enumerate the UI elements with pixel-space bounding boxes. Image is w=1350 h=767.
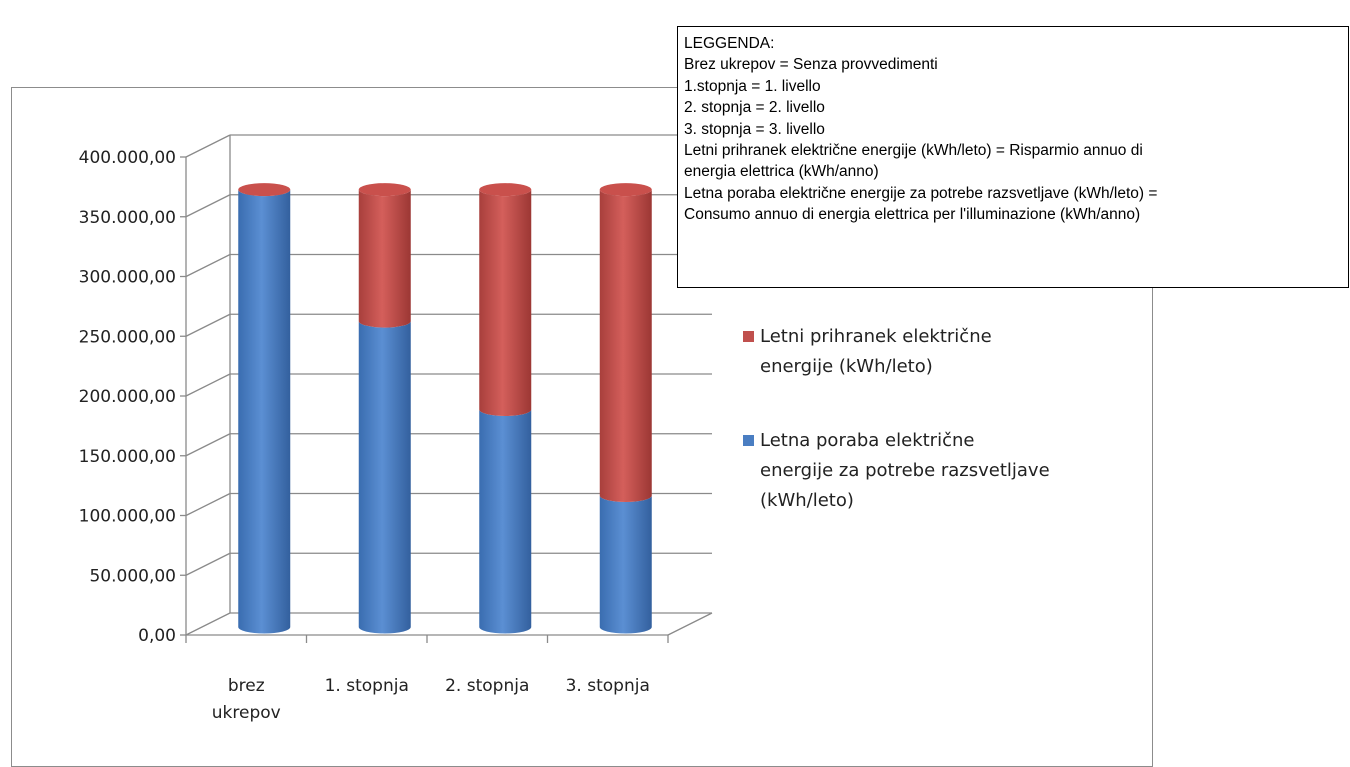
legend-label: Letni prihranek električne — [760, 326, 992, 347]
gridline — [185, 253, 231, 278]
bar-segment-consumption — [238, 189, 291, 634]
bar-top-cap — [479, 183, 532, 197]
y-tick-label: 400.000,00 — [79, 148, 176, 168]
x-category-label: 2. stopnja — [445, 676, 529, 696]
bar-top-cap — [599, 183, 652, 197]
y-tick-label: 300.000,00 — [79, 268, 176, 288]
bar-segment-savings — [599, 189, 652, 503]
bar-segment-savings — [479, 189, 532, 417]
legend-label: energije za potrebe razsvetljave — [760, 460, 1050, 481]
gridline — [185, 612, 231, 636]
legend-label: energije (kWh/leto) — [760, 356, 933, 377]
note-line: Brez ukrepov = Senza provvedimenti — [684, 56, 938, 74]
bar-top-cap — [238, 183, 291, 197]
x-category-label: 1. stopnja — [325, 676, 409, 696]
x-category-label: 3. stopnja — [566, 676, 650, 696]
legend-label: (kWh/leto) — [760, 490, 854, 511]
note-line: 1.stopnja = 1. livello — [684, 77, 821, 95]
bar-top-cap — [358, 183, 411, 197]
y-tick-label: 0,00 — [138, 626, 176, 646]
y-tick-label: 150.000,00 — [79, 447, 176, 467]
legend-label: Letna poraba električne — [760, 430, 974, 451]
y-tick-label: 50.000,00 — [89, 566, 176, 586]
note-line: 2. stopnja = 2. livello — [684, 99, 825, 117]
gridline — [185, 373, 231, 397]
y-tick-label: 200.000,00 — [79, 387, 176, 407]
gridline — [185, 194, 231, 218]
y-tick-label: 100.000,00 — [79, 507, 176, 527]
note-line: energia elettrica (kWh/anno) — [684, 163, 879, 181]
note-line: 3. stopnja = 3. livello — [684, 120, 825, 138]
note-line: LEGGENDA: — [684, 35, 775, 52]
translation-legend-note: LEGGENDA: Brez ukrepov = Senza provvedim… — [677, 26, 1349, 288]
floor-right-edge — [667, 612, 713, 636]
gridline — [185, 134, 231, 158]
legend-swatch — [743, 435, 754, 446]
y-tick-label: 350.000,00 — [79, 208, 176, 228]
gridline — [185, 433, 231, 457]
legend-swatch — [743, 331, 754, 342]
x-category-label: ukrepov — [212, 703, 281, 723]
bar-segment-savings — [358, 189, 411, 328]
y-tick-label: 250.000,00 — [79, 327, 176, 347]
x-category-label: brez — [228, 676, 265, 696]
gridline — [185, 552, 231, 576]
note-line: Letna poraba električne energije za potr… — [684, 184, 1158, 202]
note-line: Consumo annuo di energia elettrica per l… — [684, 206, 1141, 224]
gridline — [185, 492, 231, 517]
gridline — [185, 313, 231, 337]
bar-segment-consumption — [479, 409, 532, 634]
note-line: Letni prihranek električne energije (kWh… — [684, 142, 1143, 160]
bar-segment-consumption — [358, 321, 411, 634]
bar-segment-consumption — [599, 495, 652, 634]
